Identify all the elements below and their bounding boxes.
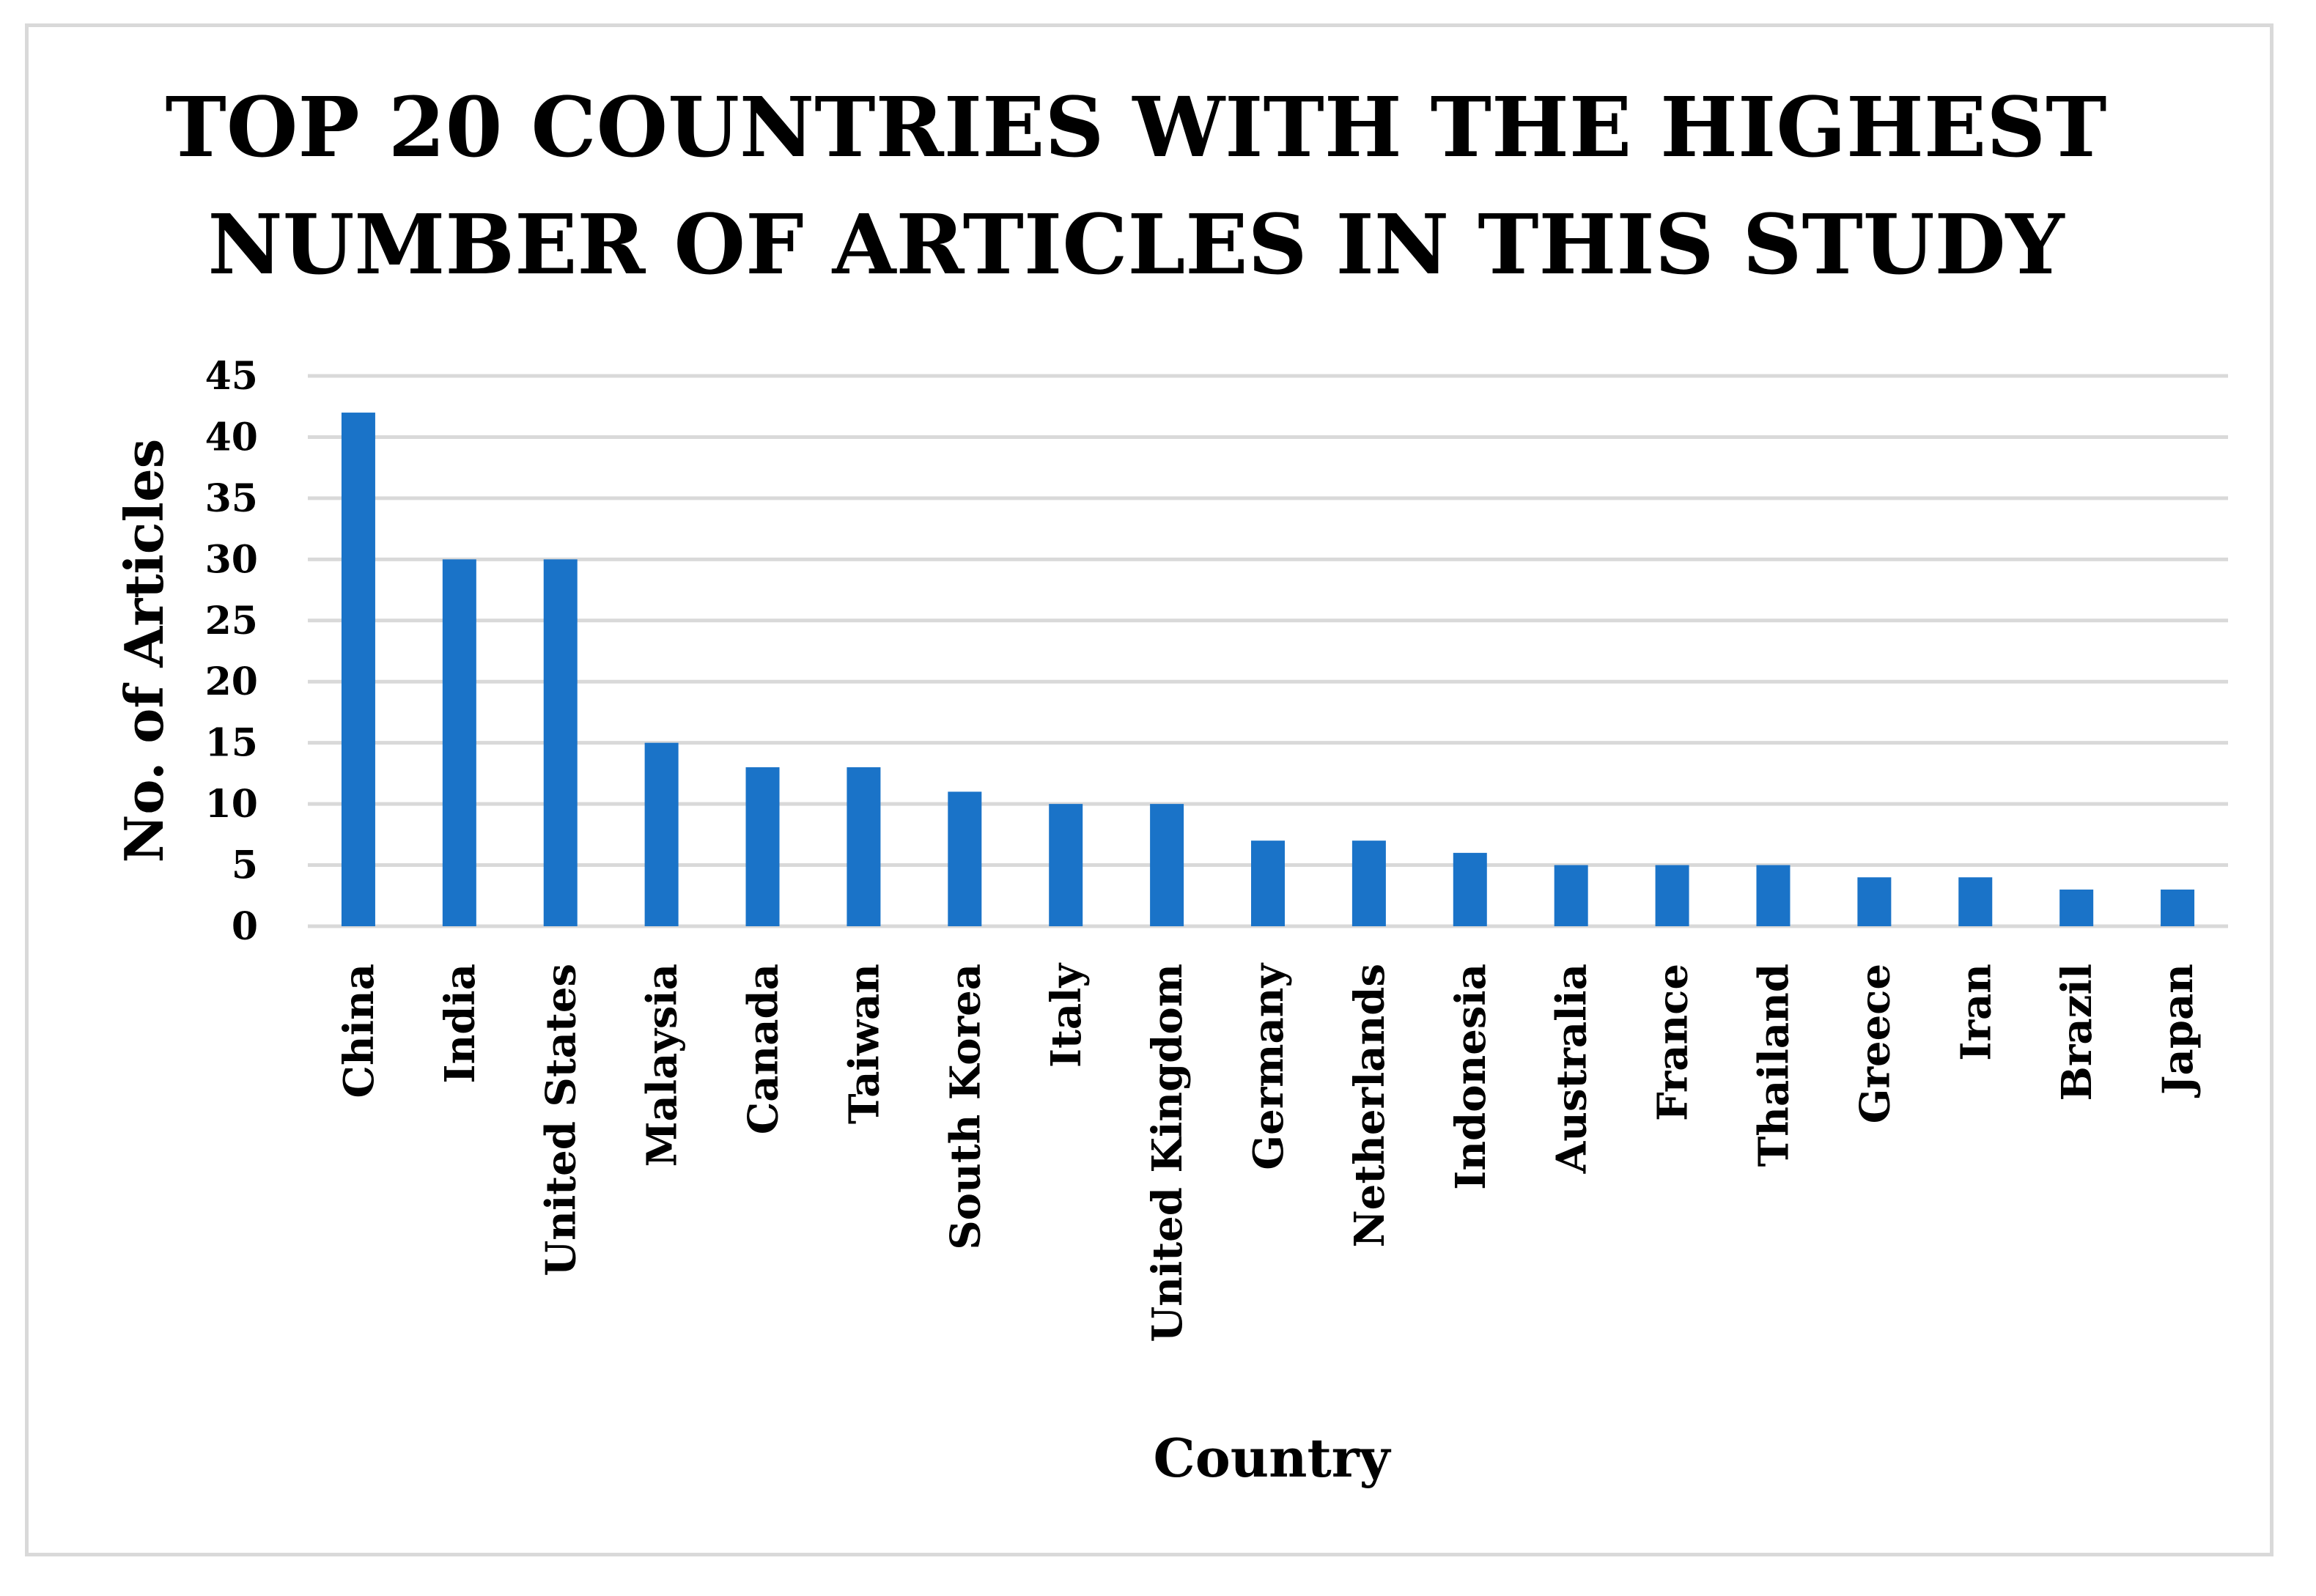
- x-axis-ticks: China India United States Malaysia Canada Tai…: [335, 963, 2202, 1342]
- bar-united-states: [543, 559, 578, 926]
- y-tick-label: 20: [205, 660, 258, 704]
- bar-italy: [1049, 804, 1083, 926]
- x-tick-label: Italy: [1042, 963, 1091, 1068]
- x-tick-label: Iran: [1952, 964, 2000, 1061]
- y-tick-label: 15: [205, 721, 258, 766]
- bar-thailand: [1756, 865, 1791, 926]
- bar-south-korea: [948, 791, 982, 926]
- x-tick-label: Germany: [1244, 963, 1293, 1170]
- bar-france: [1655, 865, 1689, 926]
- x-tick-label: Malaysia: [638, 964, 687, 1167]
- bar-germany: [1251, 841, 1285, 926]
- y-axis-label: No. of Articles: [113, 439, 175, 863]
- bar-brazil: [2059, 889, 2094, 926]
- x-tick-label: United Kingdom: [1143, 964, 1192, 1342]
- x-tick-label: France: [1649, 964, 1697, 1121]
- x-tick-label: Thailand: [1749, 964, 1798, 1167]
- bar-australia: [1554, 865, 1588, 926]
- x-tick-label: Japan: [2154, 964, 2202, 1098]
- x-tick-label: Brazil: [2053, 964, 2101, 1101]
- x-axis-label: Country: [1153, 1427, 1391, 1489]
- bar-india: [442, 559, 476, 926]
- x-tick-label: South Korea: [941, 964, 989, 1250]
- x-tick-label: China: [335, 964, 383, 1098]
- bar-indonesia: [1453, 852, 1487, 926]
- x-tick-label: Greece: [1851, 964, 1899, 1123]
- bar-japan: [2161, 889, 2195, 926]
- chart-title-line-1: TOP 20 COUNTRIES WITH THE HIGHEST: [166, 80, 2107, 176]
- bar-united-kingdom: [1150, 804, 1184, 926]
- bar-canada: [745, 767, 780, 926]
- y-axis-ticks: 0 5 10 15 20 25 30 35 40 45: [205, 354, 258, 949]
- x-tick-label: Indonesia: [1447, 964, 1495, 1190]
- bar-greece: [1857, 877, 1892, 926]
- x-tick-label: Australia: [1548, 964, 1596, 1174]
- bar-china: [341, 413, 375, 926]
- bar-iran: [1958, 877, 1993, 926]
- y-tick-label: 30: [205, 537, 258, 582]
- bar-netherlands: [1351, 841, 1386, 926]
- x-tick-label: Canada: [740, 964, 788, 1134]
- y-tick-label: 10: [205, 782, 258, 827]
- x-tick-label: Netherlands: [1346, 964, 1394, 1248]
- y-tick-label: 25: [205, 599, 258, 643]
- bar-malaysia: [644, 742, 679, 926]
- x-tick-label: India: [436, 964, 484, 1084]
- x-tick-label: United States: [537, 964, 586, 1277]
- chart-title-line-2: NUMBER OF ARTICLES IN THIS STUDY: [207, 197, 2065, 293]
- bar-taiwan: [847, 767, 881, 926]
- bars: [341, 413, 2195, 926]
- y-tick-label: 40: [205, 415, 258, 459]
- y-tick-label: 5: [232, 843, 258, 888]
- y-tick-label: 0: [232, 904, 258, 949]
- y-tick-label: 45: [205, 354, 258, 399]
- x-tick-label: Taiwan: [840, 964, 888, 1124]
- gridlines: [308, 374, 2228, 928]
- chart-frame: [25, 23, 2273, 1556]
- y-tick-label: 35: [205, 476, 258, 521]
